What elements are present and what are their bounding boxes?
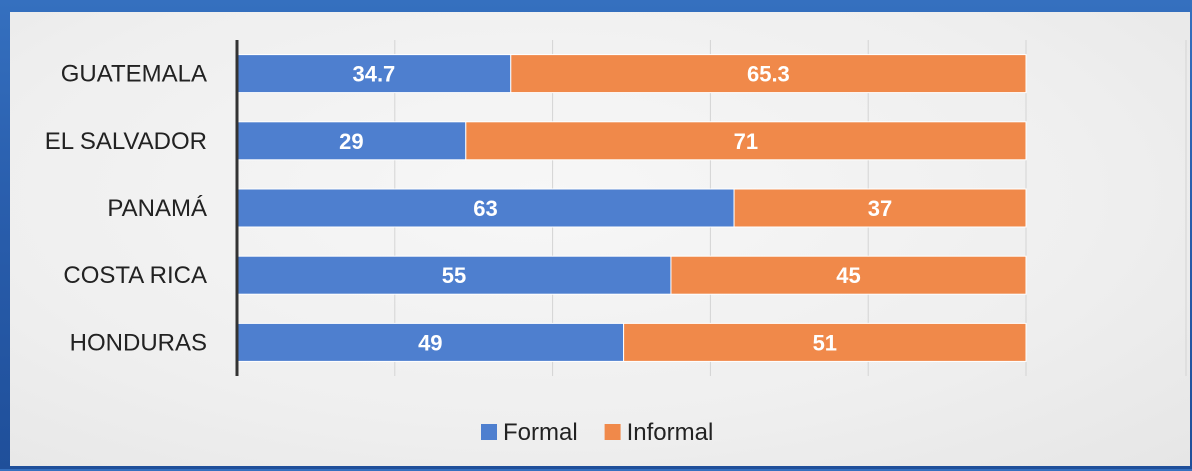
- formal-bar: [236, 188, 735, 228]
- category-label: GUATEMALA: [61, 61, 207, 88]
- cropped-title-strip: [0, 0, 1192, 12]
- informal-value-label: 65.3: [747, 62, 790, 87]
- category-label: COSTA RICA: [63, 262, 207, 289]
- chart-panel: 34.7 65.3 29 71 63 37 55 45 49 51 GUATEMALA EL SAL…: [10, 12, 1190, 466]
- formal-bar: [236, 255, 672, 295]
- category-label: PANAMÁ: [107, 195, 207, 222]
- formal-bar: [236, 322, 625, 362]
- informal-value-label: 51: [813, 330, 837, 355]
- formal-value-label: 49: [418, 330, 442, 355]
- category-labels: GUATEMALA EL SALVADOR PANAMÁ COSTA RICA HOND…: [45, 61, 207, 357]
- legend-swatch-informal: [604, 424, 621, 440]
- formal-value-label: 63: [473, 196, 497, 221]
- informal-bar: [670, 255, 1027, 295]
- formal-value-label: 34.7: [352, 62, 395, 87]
- bars: 34.7 65.3 29 71 63 37 55 45 49 51: [236, 54, 1027, 362]
- informal-value-label: 37: [868, 196, 892, 221]
- informal-bar: [510, 54, 1027, 94]
- category-label: HONDURAS: [70, 329, 207, 356]
- informal-bar: [733, 188, 1027, 228]
- formal-bar: [236, 54, 512, 94]
- formal-value-label: 29: [339, 129, 363, 154]
- formal-value-label: 55: [442, 263, 466, 288]
- informal-value-label: 45: [836, 263, 860, 288]
- legend-swatch-formal: [481, 424, 497, 440]
- informal-value-label: 71: [734, 129, 758, 154]
- category-label: EL SALVADOR: [45, 128, 207, 155]
- informal-bar: [465, 121, 1027, 161]
- legend: Formal Informal: [481, 419, 713, 446]
- legend-label-informal: Informal: [627, 419, 714, 446]
- bar-chart: 34.7 65.3 29 71 63 37 55 45 49 51 GUATEMALA EL SAL…: [45, 40, 1187, 446]
- informal-bar: [623, 322, 1027, 362]
- legend-label-formal: Formal: [503, 419, 578, 446]
